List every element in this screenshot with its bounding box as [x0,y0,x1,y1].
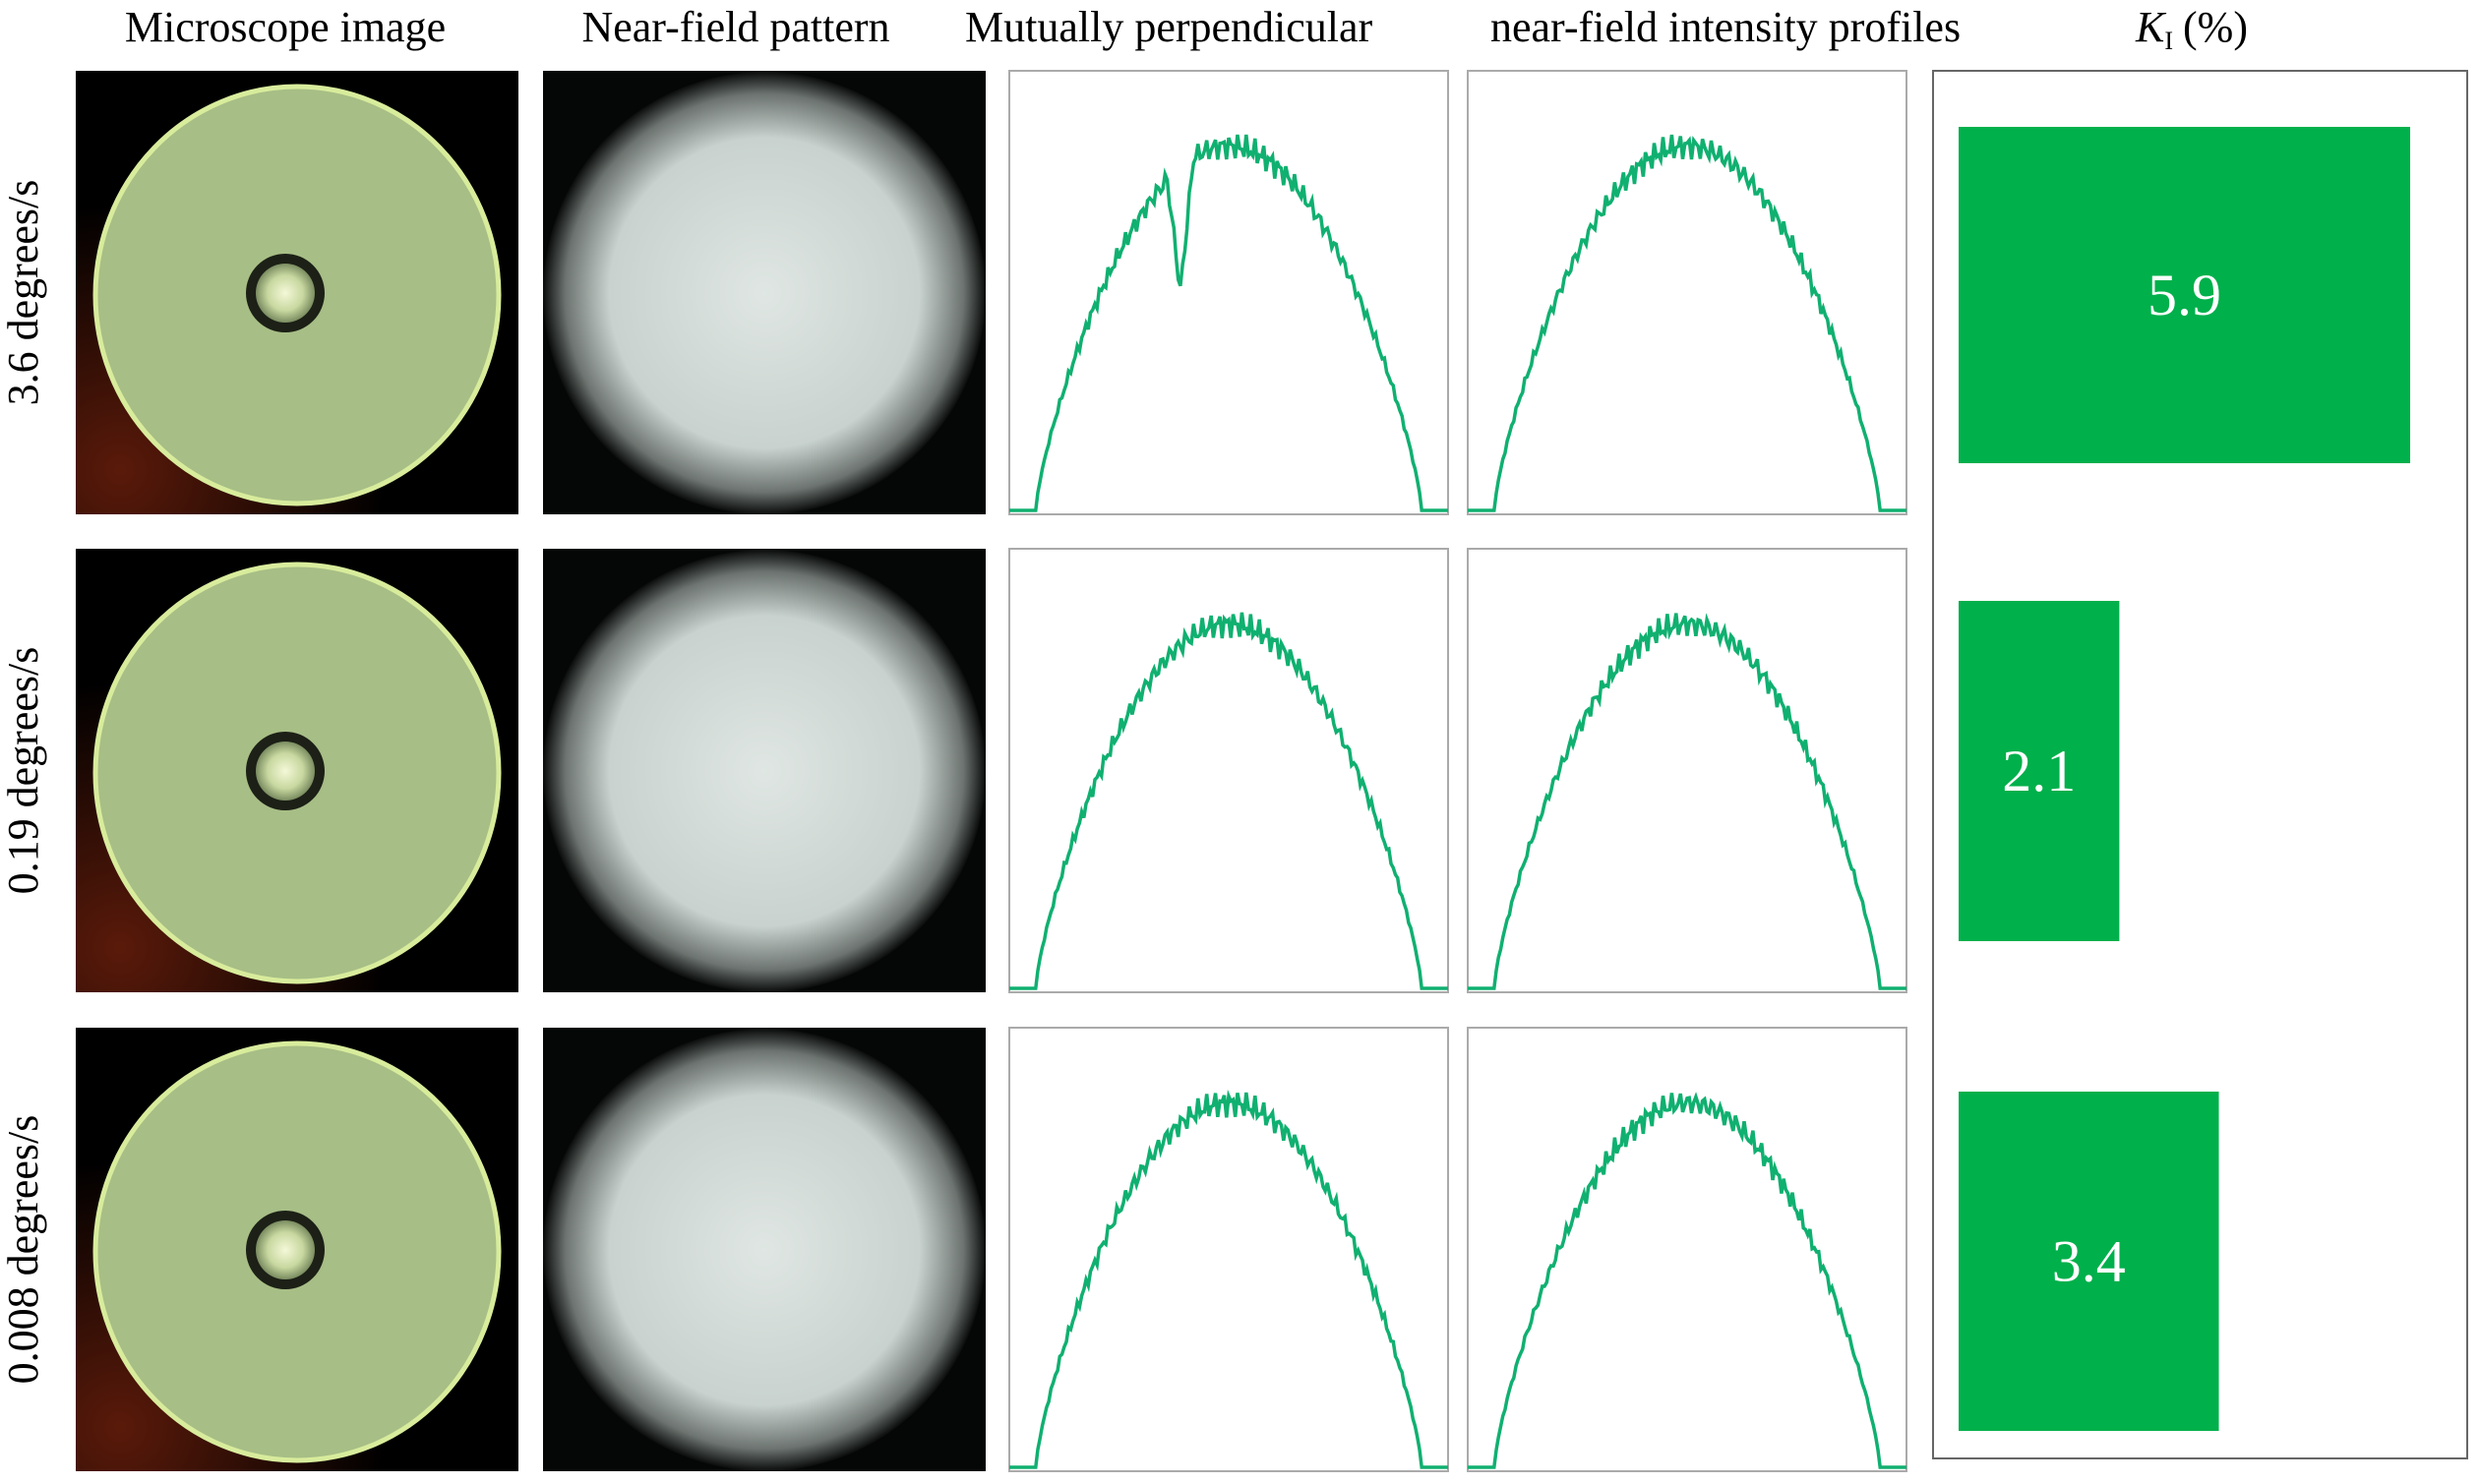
ki-value: 3.4 [2052,1229,2126,1294]
row-label: 3.6 degrees/s [0,180,47,406]
intensity-profile [1468,134,1906,512]
near-field-spot [543,72,986,514]
header-label: Microscope image [125,3,446,51]
ki-unit: (%) [2183,3,2248,51]
profile-frame [1467,1027,1907,1472]
near-field-spot [543,1029,986,1471]
ki-subscript: I [2164,27,2173,55]
profile-frame [1008,70,1449,515]
near-field-spot [543,550,986,992]
intensity-profile [1468,613,1906,990]
profile-frame [1467,548,1907,993]
header-label: KI (%) [2135,3,2248,55]
profile-frame [1467,70,1907,515]
fiber-core [256,264,315,323]
header-label: Mutually perpendicular [965,3,1373,51]
intensity-profile [1009,1089,1448,1469]
row-label: 0.008 degrees/s [0,1115,47,1385]
ki-value: 2.1 [2002,739,2076,803]
profile-frame [1008,548,1449,993]
ki-bar [1959,601,2120,941]
intensity-profile [1009,134,1448,512]
intensity-profile [1009,612,1448,990]
ki-bar [1959,127,2411,463]
row-label: 0.19 degrees/s [0,647,47,895]
ki-panel [1932,70,2468,1459]
fiber-core [256,742,315,801]
ki-value: 5.9 [2147,263,2221,327]
fiber-core [256,1220,315,1279]
header-label: Near-field pattern [581,3,889,51]
ki-bar [1959,1092,2219,1431]
header-label: near-field intensity profiles [1490,3,1961,51]
ki-symbol: K [2135,3,2167,51]
intensity-profile [1468,1092,1906,1469]
